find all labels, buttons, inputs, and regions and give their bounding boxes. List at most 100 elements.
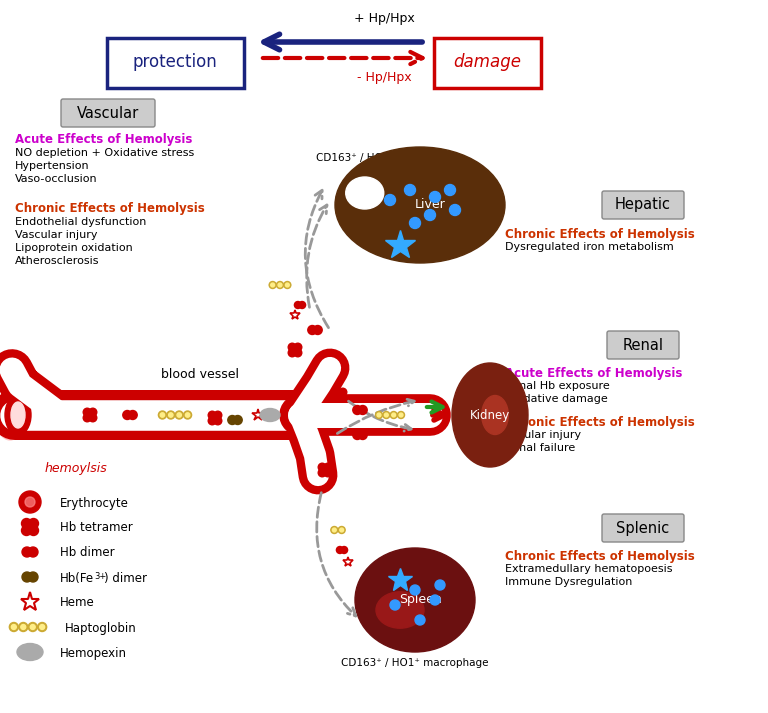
Text: Chronic Effects of Hemolysis: Chronic Effects of Hemolysis [505,550,695,563]
Circle shape [288,343,296,352]
Circle shape [430,595,440,605]
Circle shape [294,343,302,352]
Circle shape [278,283,282,287]
Circle shape [83,409,91,416]
Text: Chronic Effects of Hemolysis: Chronic Effects of Hemolysis [505,416,695,429]
FancyBboxPatch shape [602,191,684,219]
Circle shape [390,411,397,419]
Circle shape [22,547,32,557]
Text: Dysregulated iron metabolism: Dysregulated iron metabolism [505,242,674,252]
Circle shape [339,394,347,402]
Circle shape [318,469,326,477]
Ellipse shape [0,390,25,440]
Text: Renal Hb exposure: Renal Hb exposure [505,381,610,391]
Circle shape [185,413,190,417]
Circle shape [22,525,31,535]
Circle shape [333,388,341,396]
Circle shape [25,497,35,507]
Circle shape [410,585,420,595]
Circle shape [271,283,275,287]
Text: Hepatic: Hepatic [615,198,671,212]
Text: Tubular injury: Tubular injury [505,430,581,440]
Text: Hb dimer: Hb dimer [60,546,114,559]
Circle shape [425,210,435,220]
Text: Vascular: Vascular [77,106,139,120]
Text: Kidney: Kidney [470,409,510,421]
Circle shape [445,185,455,195]
Circle shape [358,406,367,414]
Circle shape [339,528,343,532]
Circle shape [169,413,173,417]
Text: hemoylsis: hemoylsis [45,462,108,475]
FancyBboxPatch shape [107,38,244,88]
Circle shape [89,409,97,416]
Circle shape [214,411,222,419]
Circle shape [331,526,338,533]
Text: blood vessel: blood vessel [161,368,239,381]
Text: Lipoprotein oxidation: Lipoprotein oxidation [15,243,133,253]
Ellipse shape [346,177,384,209]
Circle shape [358,431,367,439]
Circle shape [399,413,403,417]
Text: Immune Dysregulation: Immune Dysregulation [505,577,632,587]
Text: Heme: Heme [60,596,94,609]
Circle shape [208,411,217,419]
Circle shape [390,600,400,610]
Text: Hb tetramer: Hb tetramer [60,521,133,534]
Text: - Hp/Hpx: - Hp/Hpx [356,71,412,84]
Text: Chronic Effects of Hemolysis: Chronic Effects of Hemolysis [15,202,205,215]
Circle shape [333,528,336,532]
Circle shape [318,463,326,471]
Circle shape [21,625,26,630]
Circle shape [177,413,181,417]
Text: ) dimer: ) dimer [104,572,147,585]
Text: Extramedullary hematopoesis: Extramedullary hematopoesis [505,564,673,574]
Circle shape [333,394,341,402]
Circle shape [22,572,32,582]
Circle shape [9,622,18,632]
Circle shape [294,302,301,309]
Circle shape [324,469,332,477]
Text: Hb(Fe: Hb(Fe [60,572,94,585]
Circle shape [313,326,323,334]
Circle shape [214,417,222,425]
Text: Vaso-occlusion: Vaso-occlusion [15,174,98,184]
Circle shape [382,411,390,419]
Circle shape [18,622,28,632]
Circle shape [435,580,445,590]
Text: NO depletion + Oxidative stress: NO depletion + Oxidative stress [15,148,194,158]
Circle shape [228,416,237,424]
Circle shape [208,417,217,425]
Circle shape [280,395,320,435]
Circle shape [353,431,362,439]
FancyBboxPatch shape [602,514,684,542]
Circle shape [339,388,347,396]
Ellipse shape [355,548,475,652]
Circle shape [161,413,164,417]
Circle shape [409,217,421,228]
Circle shape [336,546,343,553]
Ellipse shape [482,396,508,434]
Circle shape [376,411,382,419]
Text: Splenic: Splenic [617,520,670,535]
Circle shape [123,411,132,419]
Text: Hemopexin: Hemopexin [60,647,127,660]
Circle shape [299,302,306,309]
Text: Erythrocyte: Erythrocyte [60,497,129,510]
Circle shape [338,526,345,533]
Circle shape [28,572,38,582]
Text: Atherosclerosis: Atherosclerosis [15,256,100,266]
Ellipse shape [260,409,280,421]
Text: Renal: Renal [623,337,664,352]
Circle shape [175,411,184,419]
Ellipse shape [11,402,25,428]
Text: Haptoglobin: Haptoglobin [65,622,137,635]
Circle shape [429,192,441,202]
Text: Endothelial dysfunction: Endothelial dysfunction [15,217,147,227]
Circle shape [340,546,348,553]
Circle shape [284,282,291,289]
Circle shape [324,463,332,471]
Text: + Hp/Hpx: + Hp/Hpx [353,12,415,25]
Circle shape [405,185,415,195]
Text: CD163⁺ / HO1⁺ macrophage: CD163⁺ / HO1⁺ macrophage [316,153,464,163]
